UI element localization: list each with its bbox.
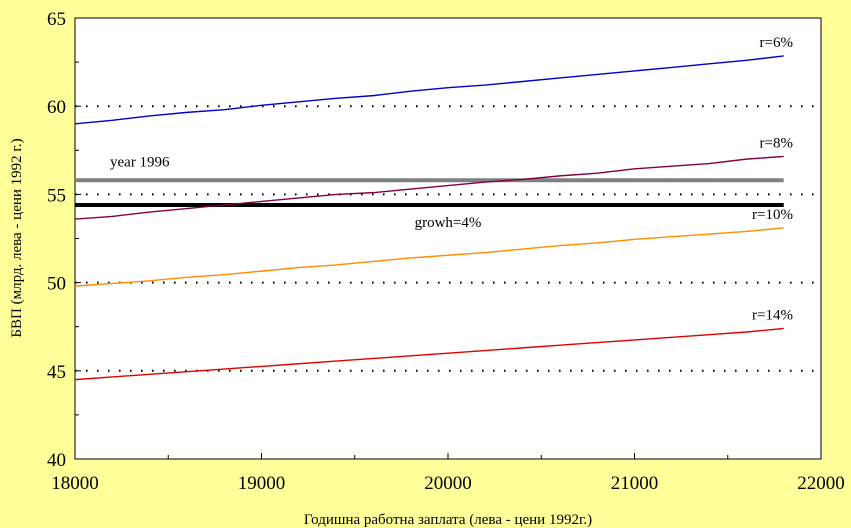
axes: 40 45 50 55 60 65 18000 19000 20000 21000 22000 <box>47 9 845 494</box>
y-axis-title: БВП (млрд. лева - цени 1992 г.) <box>9 138 25 337</box>
y-tick-label: 55 <box>47 185 66 206</box>
plot-area <box>74 17 822 460</box>
x-tick-label: 22000 <box>797 473 845 494</box>
x-tick-label: 18000 <box>51 473 99 494</box>
series-label: r=10% <box>752 207 793 223</box>
series-label: r=6% <box>760 35 793 51</box>
series-line <box>74 155 784 220</box>
series-line <box>74 55 784 125</box>
x-axis-title: Годишна работна заплата (лева - цени 199… <box>304 512 592 528</box>
series-label: r=14% <box>752 307 793 323</box>
x-tick-label: 21000 <box>611 473 659 494</box>
y-tick-label: 45 <box>47 362 66 383</box>
series-line <box>74 227 784 287</box>
reference-line-label: growh=4% <box>415 215 482 231</box>
reference-lines <box>75 178 784 207</box>
series-label: r=8% <box>760 135 793 151</box>
x-tick-label: 19000 <box>238 473 286 494</box>
series-labels: year 1996 growh=4% r=6% r=8% r=10% r=14% <box>110 35 793 324</box>
y-tick-label: 60 <box>47 97 66 118</box>
series-lines <box>74 55 784 381</box>
reference-line-label: year 1996 <box>110 154 170 170</box>
x-tick-label: 20000 <box>424 473 472 494</box>
y-tick-label: 65 <box>47 9 66 30</box>
y-tick-label: 40 <box>47 450 66 471</box>
y-tick-label: 50 <box>47 274 66 295</box>
series-line <box>74 327 784 381</box>
